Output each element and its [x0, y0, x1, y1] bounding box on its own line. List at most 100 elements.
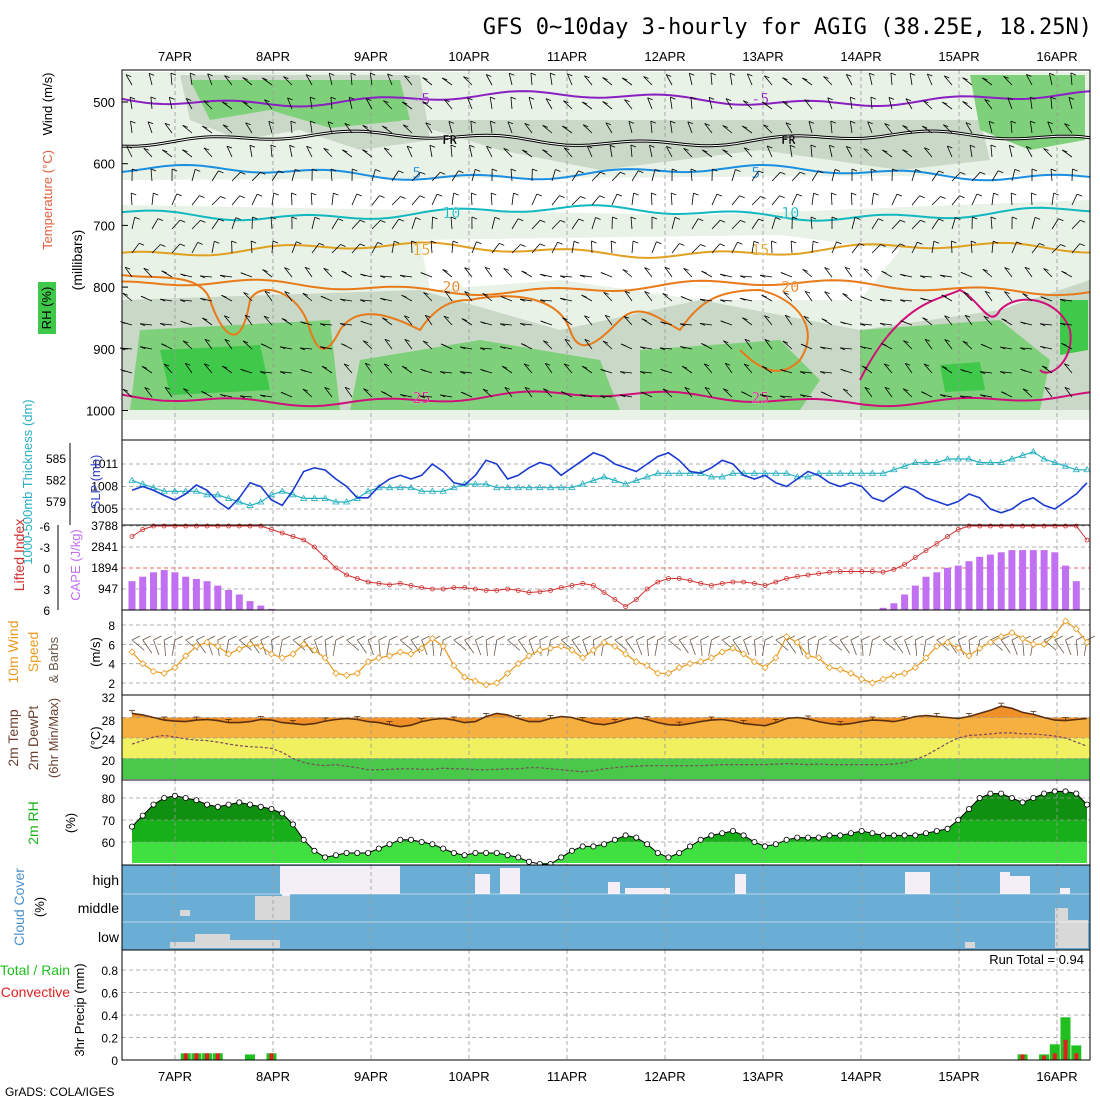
wind-speed-point: [943, 638, 952, 646]
wind-barb: [687, 121, 693, 134]
lifted-index-point: [1084, 537, 1090, 543]
lifted-index-point: [859, 569, 865, 574]
wind-barb-feather: [944, 75, 950, 79]
wind-barb: [422, 77, 433, 86]
lifted-index-point: [193, 523, 199, 529]
date-label: 7APR: [158, 1069, 192, 1084]
wind-barb: [143, 268, 153, 278]
wind-speed-point: [225, 650, 233, 658]
wind-barb-10m-feather: [153, 635, 162, 641]
wind-barb-10m: [432, 639, 435, 656]
wind-barb: [744, 339, 753, 350]
wind-barb: [460, 371, 473, 374]
wind-barb-feather: [965, 122, 972, 125]
wind-barb-feather: [379, 275, 386, 279]
wind-barb-feather: [283, 76, 289, 79]
wind-barb-feather: [1040, 296, 1046, 300]
wind-barb: [440, 394, 453, 398]
wind-barb-feather: [962, 77, 968, 81]
wind-barb-feather: [425, 122, 431, 126]
lifted-index-point: [891, 567, 897, 572]
wind-barb: [1064, 387, 1073, 398]
wind-barb: [647, 97, 653, 110]
wind-barb-feather: [304, 266, 311, 270]
rh-point: [397, 836, 404, 843]
precip-bar-convective: [183, 1053, 188, 1061]
wind-barb: [911, 242, 918, 254]
wind-barb-feather: [419, 195, 425, 199]
wind-barb-feather: [844, 266, 851, 270]
wind-barb: [903, 340, 913, 350]
wind-barb-feather: [510, 168, 517, 172]
wind-barb-10m-feather: [904, 635, 913, 641]
rh-point: [858, 828, 865, 835]
wind-barb-feather: [839, 347, 846, 351]
wind-barb-feather: [180, 273, 186, 277]
wind-barb: [444, 290, 453, 302]
wind-barb-feather: [562, 317, 568, 321]
wind-speed-point: [246, 640, 254, 648]
wind-barb-feather: [380, 220, 386, 223]
wind-barb-feather: [1022, 388, 1029, 392]
wind-barb-10m-feather: [700, 635, 709, 641]
wind-barb: [141, 366, 153, 374]
wind-barb-feather: [720, 219, 726, 223]
lifted-index-point: [258, 523, 264, 529]
wind-barb: [430, 240, 433, 254]
date-labels-top: 7APR 8APR 9APR 10APR 11APR 12APR 13APR 14APR 15A…: [158, 49, 1078, 64]
wind-barb: [789, 145, 793, 158]
wind-barb: [551, 242, 558, 254]
wind-barb-feather: [1060, 244, 1066, 247]
wind-barb-feather: [180, 320, 186, 324]
wind-barb-10m: [861, 639, 864, 656]
thickness-point: [214, 491, 222, 498]
wind-barb: [962, 101, 973, 110]
wind-barb: [845, 146, 853, 158]
lifted-index-point: [204, 523, 210, 529]
rh-point: [719, 830, 726, 837]
wind-barb-feather: [200, 220, 206, 223]
wind-barb: [990, 216, 993, 230]
wind-barb: [311, 243, 320, 254]
wind-barb: [704, 387, 713, 398]
thickness-point: [546, 483, 555, 491]
wind-barb-feather: [1031, 168, 1038, 172]
wind-barb-feather: [272, 240, 279, 244]
wind-barb-feather: [860, 296, 866, 299]
wind-barb: [184, 362, 193, 374]
wind-barb: [182, 149, 193, 158]
rh-point: [504, 852, 511, 859]
wind-barb: [289, 145, 293, 158]
wind-barb-feather: [224, 315, 230, 319]
rh-point: [601, 841, 608, 848]
lifted-index-point: [955, 527, 961, 532]
wind-barb: [880, 298, 893, 302]
wind-barb-feather: [1039, 323, 1046, 327]
temp-tick: 20: [102, 754, 116, 768]
wind-speed-point: [772, 654, 780, 662]
wind-barb: [264, 291, 273, 302]
wind-barb: [605, 122, 613, 134]
wind-barb-10m-feather: [561, 635, 570, 641]
wind-barb-10m: [453, 639, 467, 651]
wind-barb-feather: [591, 240, 597, 244]
wind-barb-feather: [959, 195, 965, 199]
wind-barb: [804, 290, 813, 302]
wind-barb-feather: [380, 297, 386, 301]
wind-barb-feather: [758, 218, 764, 222]
wind-barb-feather: [808, 121, 815, 124]
isotherm-label: FR: [781, 133, 796, 147]
wind-barb: [323, 268, 333, 278]
wind-barb: [831, 241, 837, 254]
wind-barb: [1029, 121, 1033, 134]
lifted-index-point: [902, 562, 907, 567]
wind-barb: [584, 339, 593, 350]
wind-barb: [988, 121, 993, 134]
wind-barb: [651, 241, 657, 254]
slp-tick: 1011: [92, 457, 118, 471]
wind-barb-feather: [719, 299, 726, 303]
wind-barb-feather: [273, 192, 279, 196]
wind-barb-feather: [542, 149, 548, 153]
